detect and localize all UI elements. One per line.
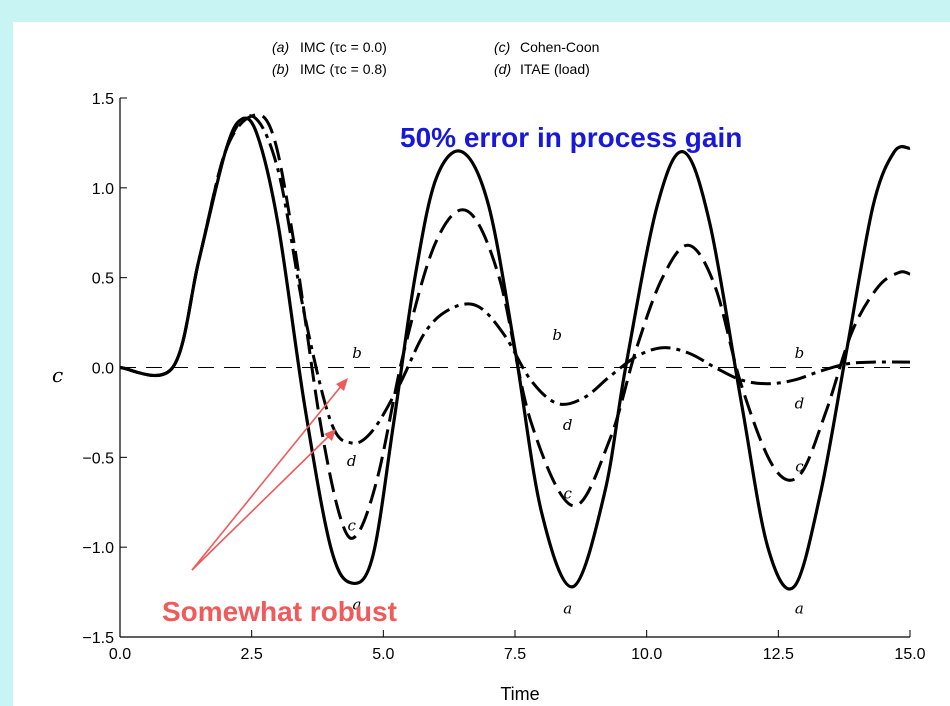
arrowhead-b — [336, 378, 348, 391]
axes — [119, 98, 910, 638]
curve-label-c: c — [563, 484, 572, 502]
tick-labels: 0.0 2.5 5.0 7.5 10.0 12.5 15.0 1.5 1.0 0.5 0.0 −0.5… — [82, 91, 925, 663]
curve-label-a: a — [795, 599, 804, 617]
curve-label-b: b — [795, 344, 805, 362]
x-tick-label: 2.5 — [241, 646, 263, 663]
curve-label-a: a — [353, 596, 362, 614]
robust-annotation: Somewhat robust — [162, 596, 397, 627]
y-tick-label: 0.5 — [92, 271, 114, 288]
curve-label-c: c — [795, 457, 804, 475]
legend-b-tag: (b) — [272, 61, 289, 77]
legend-c-tag: (c) — [494, 39, 510, 55]
curve-label-d: d — [795, 394, 805, 412]
legend-b-text: IMC (τc = 0.8) — [300, 61, 387, 77]
y-tick-label: −1.0 — [82, 540, 114, 557]
curve-label-d: d — [347, 452, 357, 470]
curve-label-a: a — [563, 599, 572, 617]
x-tick-label: 5.0 — [372, 646, 394, 663]
x-tick-label: 7.5 — [504, 646, 526, 663]
legend-c-text: Cohen-Coon — [520, 39, 599, 55]
curve-label-c: c — [348, 517, 357, 535]
legend-d-text: ITAE (load) — [520, 61, 590, 77]
legend-a-tag: (a) — [272, 39, 289, 55]
y-tick-label: 1.5 — [92, 91, 114, 108]
arrow-to-curve-b — [191, 384, 343, 571]
arrowhead-d — [324, 429, 336, 441]
y-tick-label: 1.0 — [92, 181, 114, 198]
curve-label-b: b — [552, 326, 562, 344]
x-tick-label: 10.0 — [631, 646, 662, 663]
series-d-line — [119, 114, 911, 445]
curve-labels: b d c a b d c a b d c a — [347, 326, 804, 617]
robust-arrows — [191, 378, 348, 571]
gain-error-annotation: 50% error in process gain — [400, 122, 742, 153]
y-tick-label: −0.5 — [82, 450, 114, 467]
y-tick-label: 0.0 — [92, 361, 114, 378]
y-tick-label: −1.5 — [82, 630, 114, 647]
curve-label-d: d — [563, 416, 573, 434]
top-color-band — [0, 0, 950, 22]
arrow-to-curve-d — [191, 434, 331, 571]
series-group — [119, 113, 911, 591]
legend: (a) IMC (τc = 0.0) (b) IMC (τc = 0.8) (c… — [272, 39, 599, 77]
series-c-line — [119, 113, 911, 540]
y-axis-label: c — [52, 363, 63, 387]
legend-a-text: IMC (τc = 0.0) — [300, 39, 387, 55]
legend-d-tag: (d) — [494, 61, 511, 77]
x-tick-label: 15.0 — [894, 646, 925, 663]
curve-label-b: b — [352, 344, 362, 362]
x-tick-label: 0.0 — [109, 646, 131, 663]
x-tick-label: 12.5 — [763, 646, 794, 663]
left-color-band — [0, 0, 13, 706]
x-axis-label: Time — [500, 684, 539, 704]
